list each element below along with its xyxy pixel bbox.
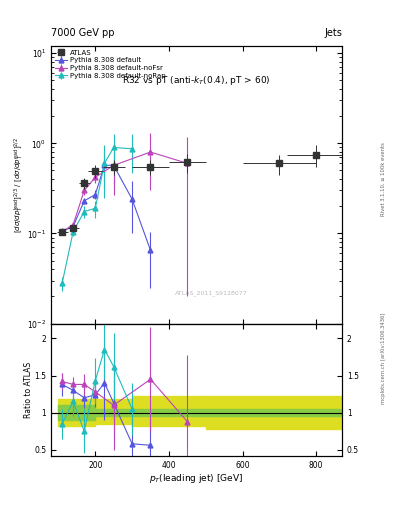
Y-axis label: Ratio to ATLAS: Ratio to ATLAS [24,361,33,418]
Text: ATLAS_2011_S9128077: ATLAS_2011_S9128077 [174,290,248,296]
Text: 7000 GeV pp: 7000 GeV pp [51,28,115,38]
Text: Rivet 3.1.10, ≥ 100k events: Rivet 3.1.10, ≥ 100k events [381,142,386,216]
X-axis label: $p_T$(leading jet) [GeV]: $p_T$(leading jet) [GeV] [149,472,244,485]
Y-axis label: $[d\sigma/dp_T^{\rm lead}]^{2/3}$ / $[d\sigma/dp_T^{\rm ead}]^{2/2}$: $[d\sigma/dp_T^{\rm lead}]^{2/3}$ / $[d\… [13,137,26,233]
Legend: ATLAS, Pythia 8.308 default, Pythia 8.308 default-noFsr, Pythia 8.308 default-no: ATLAS, Pythia 8.308 default, Pythia 8.30… [53,48,167,80]
Text: mcplots.cern.ch [arXiv:1306.3436]: mcplots.cern.ch [arXiv:1306.3436] [381,313,386,404]
Text: R32 vs pT (anti-$k_T$(0.4), pT > 60): R32 vs pT (anti-$k_T$(0.4), pT > 60) [122,74,271,87]
Text: Jets: Jets [324,28,342,38]
